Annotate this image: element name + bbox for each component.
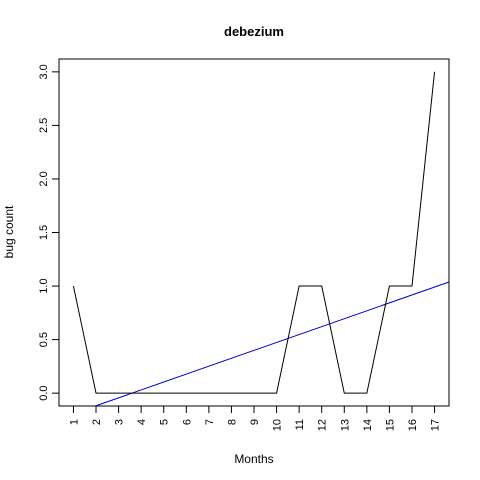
x-axis-ticks: 1 2 3 4 5 6 7 8 9 10 11 12 13 14 15 16 17 bbox=[68, 406, 442, 431]
y-tick-label: 0.5 bbox=[38, 332, 50, 347]
y-tick-label: 0.0 bbox=[38, 385, 50, 400]
y-tick-label: 3.0 bbox=[38, 64, 50, 79]
x-tick-label: 1 bbox=[68, 419, 80, 425]
x-tick-label: 11 bbox=[294, 419, 306, 430]
plot-frame bbox=[58, 58, 450, 407]
x-tick-label: 8 bbox=[226, 419, 238, 425]
bug-count-series-line bbox=[72, 71, 436, 394]
x-tick-label: 15 bbox=[384, 419, 396, 431]
y-axis-ticks: 0.0 0.5 1.0 1.5 2.0 2.5 3.0 bbox=[38, 64, 59, 401]
x-tick-label: 6 bbox=[181, 419, 193, 425]
x-tick-label: 10 bbox=[272, 419, 284, 431]
x-tick-label: 12 bbox=[317, 419, 329, 431]
series-layer bbox=[72, 71, 436, 394]
trend-line bbox=[95, 281, 450, 407]
x-tick-label: 14 bbox=[362, 419, 374, 431]
y-tick-label: 1.0 bbox=[38, 278, 50, 293]
x-tick-label: 3 bbox=[114, 419, 126, 425]
y-tick-label: 2.0 bbox=[38, 171, 50, 186]
y-tick-label: 2.5 bbox=[38, 118, 50, 133]
x-tick-label: 4 bbox=[136, 419, 148, 425]
x-tick-label: 2 bbox=[91, 419, 103, 425]
x-tick-label: 17 bbox=[430, 419, 442, 431]
x-tick-label: 13 bbox=[339, 419, 351, 431]
x-tick-label: 9 bbox=[249, 419, 261, 425]
y-axis-label: bug count bbox=[2, 205, 16, 258]
x-tick-label: 7 bbox=[204, 419, 216, 425]
trend-line-layer bbox=[95, 281, 450, 407]
chart-title: debezium bbox=[224, 24, 284, 39]
y-tick-label: 1.5 bbox=[38, 225, 50, 240]
x-tick-label: 16 bbox=[407, 419, 419, 431]
x-axis-label: Months bbox=[234, 452, 273, 466]
x-tick-label: 5 bbox=[159, 419, 171, 425]
